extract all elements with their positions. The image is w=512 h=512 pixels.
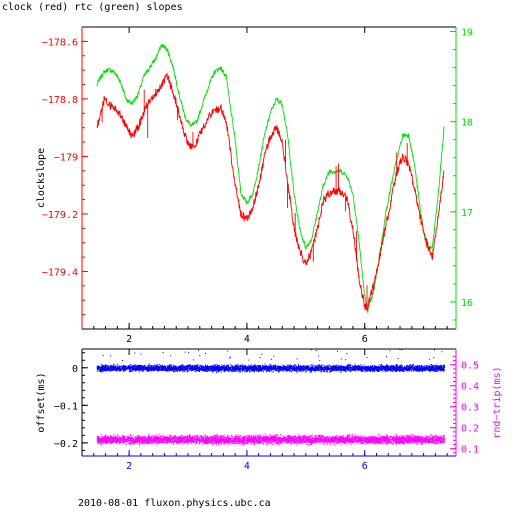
offset-scatter — [96, 363, 446, 373]
rtc-slope-line — [96, 43, 445, 314]
bottom-y2-tick-label: 0.4 — [461, 382, 479, 393]
top-y-tick-label: −179.4 — [42, 267, 78, 278]
top-y-axis-label: clockslope — [36, 148, 47, 208]
top-y2-tick-label: 16 — [461, 298, 473, 309]
footer-text: 2010-08-01 fluxon.physics.ubc.ca — [78, 498, 271, 509]
top-y-tick-label: −178.6 — [42, 37, 78, 48]
top-y-tick-label: −179 — [54, 152, 78, 163]
bottom-y2-tick-label: 0.2 — [461, 424, 479, 435]
bottom-x-tick-label: 2 — [126, 461, 132, 472]
page-title: clock (red) rtc (green) slopes — [2, 2, 183, 13]
bottom-y2-tick-label: 0.5 — [461, 361, 479, 372]
clock-slope-line — [96, 72, 445, 311]
bottom-y-tick-label: −0.2 — [54, 439, 78, 450]
bottom-y-tick-label: −0.1 — [54, 401, 78, 412]
top-y-tick-label: −178.8 — [42, 95, 78, 106]
top-y2-tick-label: 19 — [461, 28, 473, 39]
top-y-tick-label: −179.2 — [42, 210, 78, 221]
round-trip-scatter — [96, 433, 446, 446]
bottom-y2-axis-label: rnd−trip(ms) — [492, 366, 503, 438]
bottom-y-tick-label: 0 — [72, 364, 78, 375]
bottom-y-axis-label: offset(ms) — [36, 372, 47, 432]
top-y2-tick-label: 18 — [461, 118, 473, 129]
top-x-tick-label: 6 — [362, 334, 368, 345]
bottom-y2-tick-label: 0.1 — [461, 445, 479, 456]
offset-outliers — [102, 349, 443, 361]
top-x-tick-label: 4 — [244, 334, 250, 345]
bottom-y2-tick-label: 0.3 — [461, 403, 479, 414]
top-x-tick-label: 2 — [126, 334, 132, 345]
bottom-x-tick-label: 6 — [362, 461, 368, 472]
bottom-x-tick-label: 4 — [244, 461, 250, 472]
top-y2-tick-label: 17 — [461, 208, 473, 219]
